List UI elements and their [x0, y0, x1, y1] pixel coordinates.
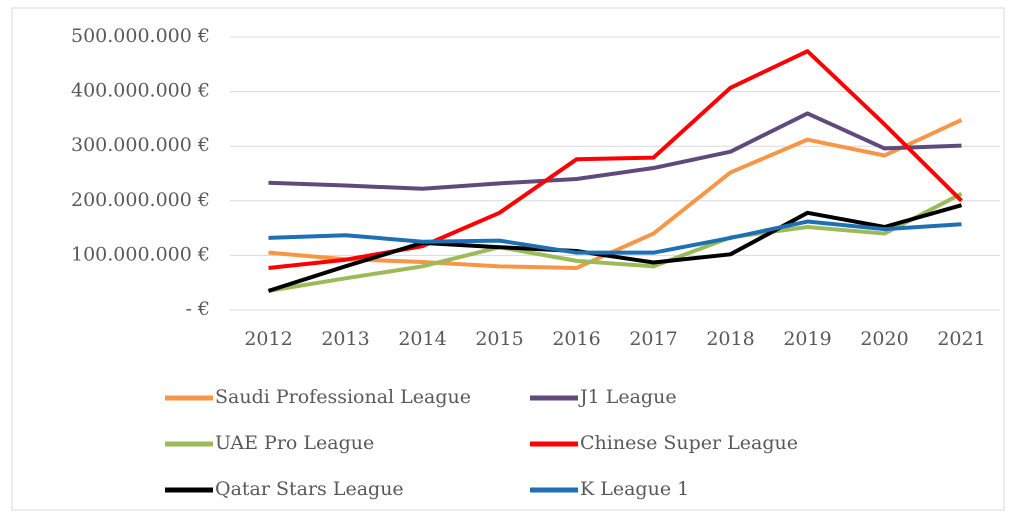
x-tick-label: 2017	[629, 328, 677, 350]
legend-label: J1 League	[578, 386, 677, 408]
y-tick-label: 100.000.000 €	[71, 243, 210, 265]
legend-label: K League 1	[580, 478, 689, 500]
x-tick-label: 2018	[706, 328, 754, 350]
x-tick-label: 2016	[552, 328, 600, 350]
legend-label: UAE Pro League	[215, 432, 374, 454]
series-line	[267, 203, 963, 293]
y-tick-label: - €	[185, 298, 210, 320]
x-tick-label: 2012	[244, 328, 292, 350]
x-tick-label: 2014	[398, 328, 446, 350]
legend-label: Chinese Super League	[580, 432, 798, 454]
y-tick-label: 200.000.000 €	[71, 189, 210, 211]
legend-label: Saudi Professional League	[215, 386, 471, 408]
series-line	[268, 219, 962, 255]
y-tick-label: 500.000.000 €	[71, 25, 210, 47]
y-tick-label: 300.000.000 €	[71, 134, 210, 156]
series-line	[268, 111, 962, 191]
series-line	[268, 191, 963, 293]
x-tick-label: 2021	[937, 328, 985, 350]
x-tick-label: 2019	[783, 328, 831, 350]
legend-label: Qatar Stars League	[215, 478, 404, 500]
x-tick-label: 2020	[860, 328, 908, 350]
y-tick-label: 400.000.000 €	[71, 80, 210, 102]
x-tick-label: 2013	[321, 328, 369, 350]
x-tick-label: 2015	[475, 328, 523, 350]
